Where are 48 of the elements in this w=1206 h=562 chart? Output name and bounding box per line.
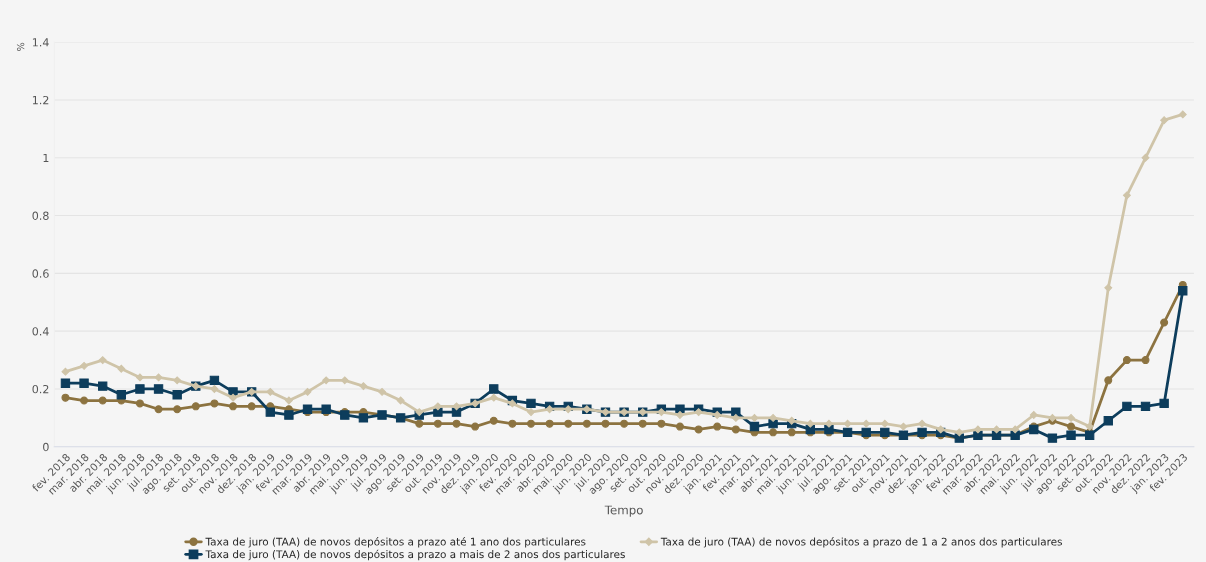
point	[1067, 422, 1076, 431]
y-tick-label: 0.6	[32, 269, 49, 278]
point	[694, 425, 703, 434]
legend-label: Taxa de juro (TAA) de novos depósitos a prazo a mais de 2 anos dos particulares	[205, 549, 625, 561]
x-axis-title: Tempo	[604, 505, 643, 517]
point	[1122, 356, 1131, 365]
point	[471, 422, 480, 431]
point	[545, 419, 554, 428]
point	[582, 419, 591, 428]
point	[657, 419, 666, 428]
y-tick-label: 0.4	[32, 327, 49, 336]
point	[247, 402, 256, 411]
point	[210, 399, 219, 408]
point	[769, 428, 778, 437]
point	[1141, 356, 1150, 365]
point	[1160, 318, 1169, 327]
point	[135, 399, 144, 408]
point	[620, 419, 629, 428]
point	[675, 422, 684, 431]
point	[433, 419, 442, 428]
y-tick-label: 0.8	[32, 211, 49, 220]
y-tick-label: 1	[43, 153, 49, 162]
point	[601, 419, 610, 428]
point	[61, 393, 70, 402]
point	[731, 425, 740, 434]
legend-label: Taxa de juro (TAA) de novos depósitos a prazo até 1 ano dos particulares	[205, 537, 586, 548]
point	[713, 422, 722, 431]
point	[527, 419, 535, 428]
y-tick-label: 1.4	[32, 38, 49, 47]
point	[98, 396, 107, 405]
point	[564, 419, 573, 428]
y-axis-title: %	[16, 42, 25, 51]
point	[508, 419, 517, 428]
point	[452, 419, 461, 428]
y-tick-label: 1.2	[32, 95, 49, 105]
y-tick-label: 0.2	[32, 384, 49, 394]
point	[415, 419, 424, 428]
point	[154, 405, 163, 414]
y-tick-label: 0	[43, 442, 49, 452]
point	[191, 402, 200, 411]
point	[173, 405, 182, 414]
point	[489, 416, 498, 425]
legend-label: Taxa de juro (TAA) de novos depósitos a prazo de 1 a 2 anos dos particulares	[660, 537, 1062, 548]
point	[229, 402, 238, 411]
point	[1104, 376, 1113, 385]
point	[80, 396, 89, 405]
point	[787, 428, 796, 437]
point	[638, 419, 647, 428]
